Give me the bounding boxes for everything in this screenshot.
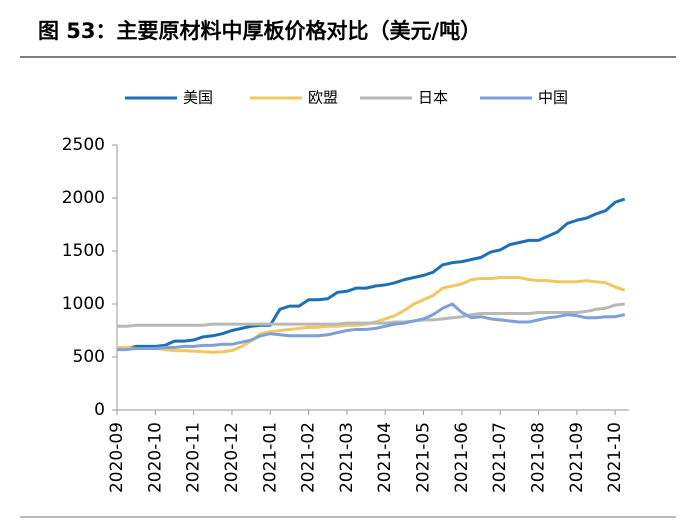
legend-label: 美国 [183,89,213,107]
x-tick-label: 2021-03 [337,422,357,493]
x-tick-label: 2021-01 [260,422,280,493]
x-tick-label: 2021-07 [490,422,510,493]
y-tick-label: 0 [94,400,105,420]
x-tick-label: 2020-10 [145,422,165,493]
x-tick-label: 2020-12 [222,422,242,493]
legend-label: 日本 [418,89,448,107]
legend-label: 中国 [538,89,568,107]
x-tick-label: 2021-04 [375,422,395,493]
x-tick-label: 2020-11 [184,422,204,493]
y-tick-label: 2500 [62,135,105,155]
series-line [117,302,626,352]
x-tick-label: 2021-10 [605,422,625,493]
y-tick-label: 1500 [62,241,105,261]
y-tick-label: 500 [73,347,105,367]
x-tick-label: 2020-09 [107,422,127,493]
series-line [117,302,625,328]
x-tick-label: 2021-06 [452,422,472,493]
series-line [117,197,626,351]
y-tick-label: 1000 [62,294,105,314]
x-tick-label: 2021-02 [299,422,319,493]
x-tick-label: 2021-08 [529,422,549,493]
x-tick-label: 2021-05 [414,422,434,493]
x-tick-label: 2021-09 [567,422,587,493]
legend-label: 欧盟 [308,89,338,107]
chart-title: 图 53：主要原材料中厚板价格对比（美元/吨） [38,19,481,43]
y-tick-label: 2000 [62,188,105,208]
